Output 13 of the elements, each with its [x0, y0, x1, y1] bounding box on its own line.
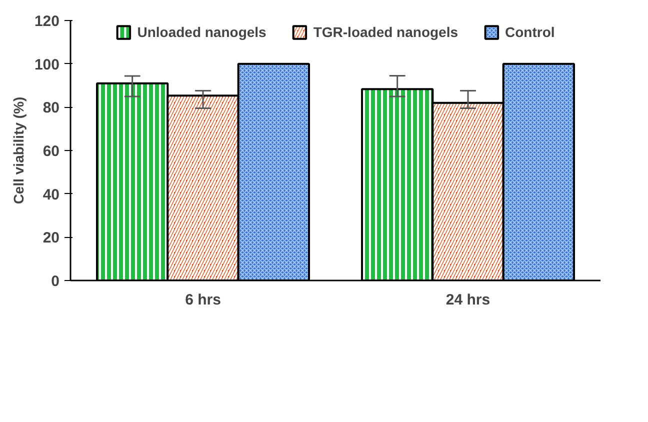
x-tick-label: 24 hrs: [446, 292, 490, 308]
y-axis-title: Cell viability (%): [10, 96, 26, 204]
legend-label: TGR-loaded nanogels: [313, 24, 458, 40]
y-tick-label: 40: [42, 186, 60, 204]
legend-label: Unloaded nanogels: [137, 24, 266, 40]
y-tick-label: 20: [42, 230, 60, 247]
y-tick-label: 120: [34, 13, 60, 30]
x-tick-label: 6 hrs: [185, 292, 221, 308]
y-tick-label: 80: [42, 100, 60, 117]
y-tick-label: 100: [34, 56, 60, 74]
y-tick-label: 0: [51, 273, 60, 290]
legend-label: Control: [505, 24, 555, 40]
y-tick-label: 60: [42, 143, 60, 160]
